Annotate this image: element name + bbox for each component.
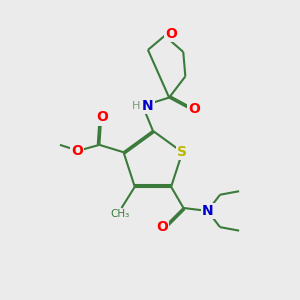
Text: O: O (156, 220, 168, 234)
Text: N: N (202, 204, 213, 218)
Text: O: O (188, 102, 200, 116)
Text: S: S (177, 145, 187, 159)
Text: O: O (165, 27, 177, 41)
Text: N: N (142, 99, 154, 113)
Text: CH₃: CH₃ (110, 209, 130, 220)
Text: O: O (96, 110, 108, 124)
Text: H: H (132, 101, 140, 111)
Text: O: O (71, 144, 83, 158)
